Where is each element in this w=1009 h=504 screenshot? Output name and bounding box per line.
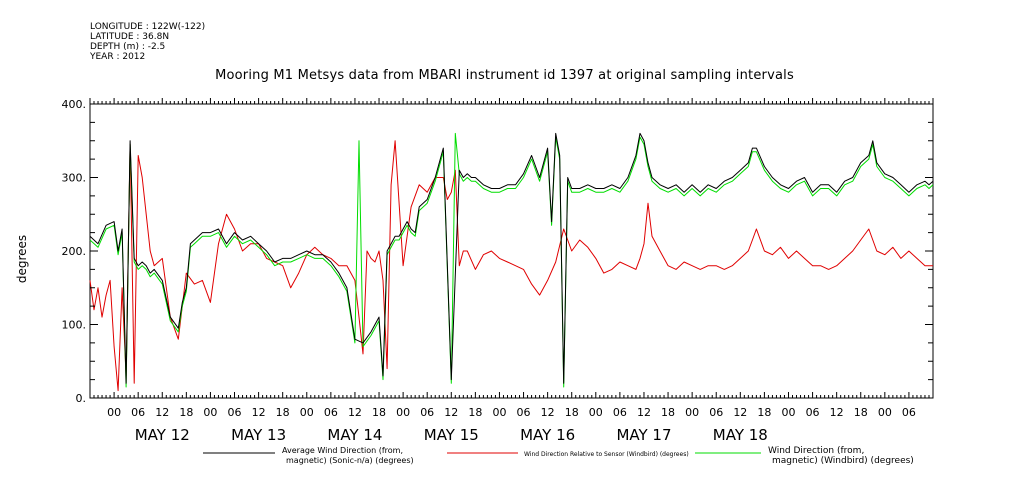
plot-frame	[89, 103, 934, 399]
latitude-label: LATITUDE : 36.8N	[90, 32, 170, 42]
x-tick-label: 12	[733, 406, 747, 419]
x-tick-label: 06	[228, 406, 242, 419]
day-label: MAY 15	[424, 426, 479, 444]
x-tick-label: 06	[324, 406, 338, 419]
x-tick-label: 00	[300, 406, 314, 419]
series-line-1	[89, 140, 933, 392]
day-label: MAY 13	[231, 426, 286, 444]
y-tick-label: 300.	[62, 172, 87, 185]
y-tick-label: 400.	[62, 98, 87, 111]
x-tick-label: 00	[107, 406, 121, 419]
x-tick-label: 00	[203, 406, 217, 419]
x-tick-label: 00	[781, 406, 795, 419]
x-tick-label: 00	[685, 406, 699, 419]
depth-label: DEPTH (m) : -2.5	[90, 42, 166, 52]
x-tick-label: 12	[252, 406, 266, 419]
day-label: MAY 14	[327, 426, 382, 444]
series-line-2	[89, 132, 934, 388]
y-tick-label: 0.	[76, 392, 87, 405]
longitude-label: LONGITUDE : 122W(-122)	[90, 22, 206, 32]
axes-frame	[89, 103, 934, 399]
y-tick-label: 200.	[62, 245, 87, 258]
x-tick-label: 00	[589, 406, 603, 419]
legend-label-2-line2: magnetic) (Windbird) (degrees)	[772, 456, 914, 466]
x-tick-label: 06	[806, 406, 820, 419]
x-tick-label: 06	[517, 406, 531, 419]
x-tick-label: 00	[396, 406, 410, 419]
legend: Average Wind Direction (from,magnetic) (…	[203, 446, 914, 466]
x-tick-label: 18	[372, 406, 386, 419]
axis-ticks: 0. 100. 200. 300. 400. 00 06 12 18 00 06 12 18 00 06 12…	[62, 98, 934, 444]
x-tick-label: 18	[854, 406, 868, 419]
legend-label-0-line2: magnetic) (Sonic-n/a) (degrees)	[286, 456, 414, 465]
x-tick-label: 12	[830, 406, 844, 419]
legend-label-0: Average Wind Direction (from,	[282, 446, 403, 455]
x-tick-label: 12	[541, 406, 555, 419]
y-tick-label: 100.	[62, 319, 87, 332]
x-tick-label: 00	[492, 406, 506, 419]
series-line-0	[89, 132, 934, 384]
legend-label-1: Wind Direction Relative to Sensor (Windb…	[524, 451, 689, 458]
x-tick-label: 18	[179, 406, 193, 419]
x-tick-label: 00	[878, 406, 892, 419]
x-tick-label: 12	[444, 406, 458, 419]
x-tick-label: 12	[637, 406, 651, 419]
legend-label-2: Wind Direction (from,	[768, 446, 864, 456]
day-label: MAY 12	[135, 426, 190, 444]
year-label: YEAR : 2012	[90, 52, 146, 62]
day-label: MAY 17	[616, 426, 671, 444]
x-tick-label: 12	[348, 406, 362, 419]
x-tick-label: 18	[468, 406, 482, 419]
x-tick-label: 06	[613, 406, 627, 419]
x-tick-label: 18	[757, 406, 771, 419]
x-tick-label: 18	[565, 406, 579, 419]
series-lines	[89, 132, 934, 392]
x-tick-label: 06	[902, 406, 916, 419]
x-tick-label: 18	[661, 406, 675, 419]
x-tick-label: 06	[420, 406, 434, 419]
x-tick-label: 12	[155, 406, 169, 419]
day-label: MAY 18	[713, 426, 768, 444]
day-label: MAY 16	[520, 426, 575, 444]
chart-title: Mooring M1 Metsys data from MBARI instru…	[215, 68, 794, 83]
x-tick-label: 06	[709, 406, 723, 419]
x-tick-label: 06	[131, 406, 145, 419]
x-tick-label: 18	[276, 406, 290, 419]
